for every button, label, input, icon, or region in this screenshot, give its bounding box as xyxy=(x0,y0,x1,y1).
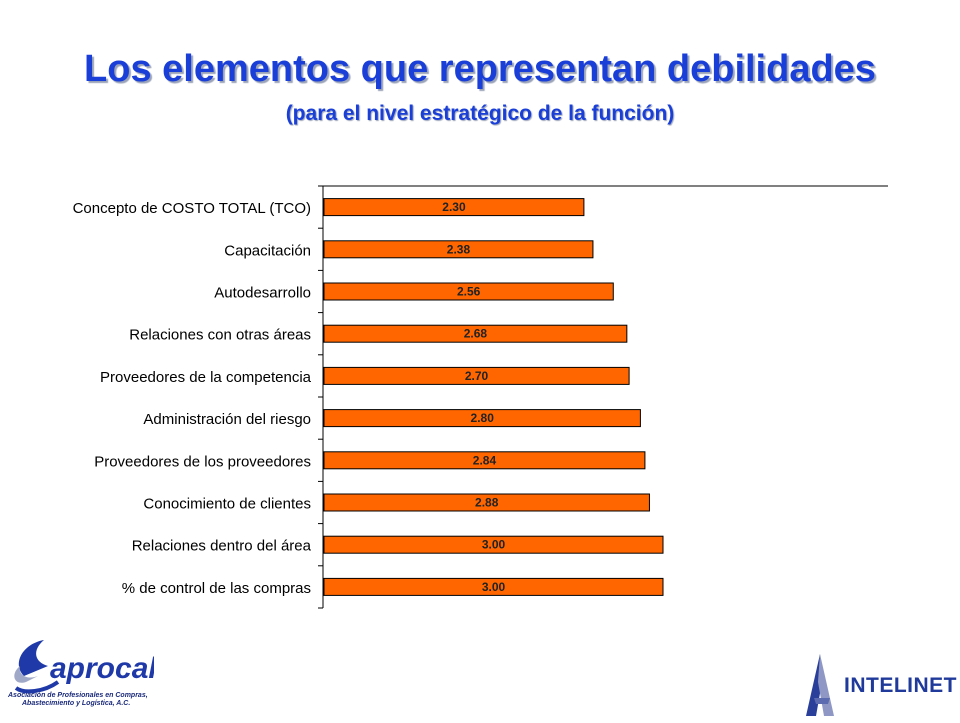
category-label: % de control de las compras xyxy=(122,580,311,597)
category-label: Administración del riesgo xyxy=(143,411,311,428)
slide-subtitle: (para el nivel estratégico de la función… xyxy=(285,102,675,125)
svg-text:aprocal: aprocal xyxy=(50,652,154,685)
aprocal-caption: Asociación de Profesionales en Compras, … xyxy=(8,692,148,708)
bar-value-label: 2.88 xyxy=(475,496,499,510)
bar xyxy=(323,198,585,217)
aprocal-caption-line2: Abastecimiento y Logística, A.C. xyxy=(22,700,131,707)
bar-value-label: 3.00 xyxy=(482,580,506,594)
bar-value-label: 2.68 xyxy=(464,327,488,341)
intelinet-logo: INTELINET xyxy=(800,652,958,718)
aprocal-logo-icon: aprocal xyxy=(14,640,157,694)
intelinet-logo-icon xyxy=(806,654,834,716)
bar-value-label: 2.30 xyxy=(442,200,466,214)
bar xyxy=(323,493,650,512)
intelinet-wordmark: INTELINET xyxy=(844,674,957,697)
bar xyxy=(323,577,664,596)
aprocal-caption-line1: Asociación de Profesionales en Compras, xyxy=(8,692,148,699)
category-label: Concepto de COSTO TOTAL (TCO) xyxy=(73,200,311,217)
bar xyxy=(323,282,614,301)
bar xyxy=(323,324,628,343)
category-label: Proveedores de la competencia xyxy=(100,369,312,386)
category-label: Proveedores de los proveedores xyxy=(94,453,311,470)
aprocal-logo: aprocal Asociación de Profesionales en C… xyxy=(4,636,157,716)
category-label: Conocimiento de clientes xyxy=(143,496,311,513)
category-label: Relaciones dentro del área xyxy=(132,538,312,555)
category-label: Autodesarrollo xyxy=(214,285,311,302)
category-label: Relaciones con otras áreas xyxy=(129,327,311,344)
bar xyxy=(323,240,594,259)
bar-value-label: 2.84 xyxy=(473,453,497,467)
bar xyxy=(323,409,641,428)
bar-value-label: 2.80 xyxy=(471,411,495,425)
slide-title: Los elementos que representan debilidade… xyxy=(84,48,876,90)
bar-value-label: 3.00 xyxy=(482,538,506,552)
bar xyxy=(323,366,630,385)
bar xyxy=(323,535,664,554)
bar-value-label: 2.56 xyxy=(457,285,481,299)
bar-value-label: 2.70 xyxy=(465,369,489,383)
category-label: Capacitación xyxy=(224,242,311,259)
bar-value-label: 2.38 xyxy=(447,242,471,256)
bar xyxy=(323,451,646,470)
